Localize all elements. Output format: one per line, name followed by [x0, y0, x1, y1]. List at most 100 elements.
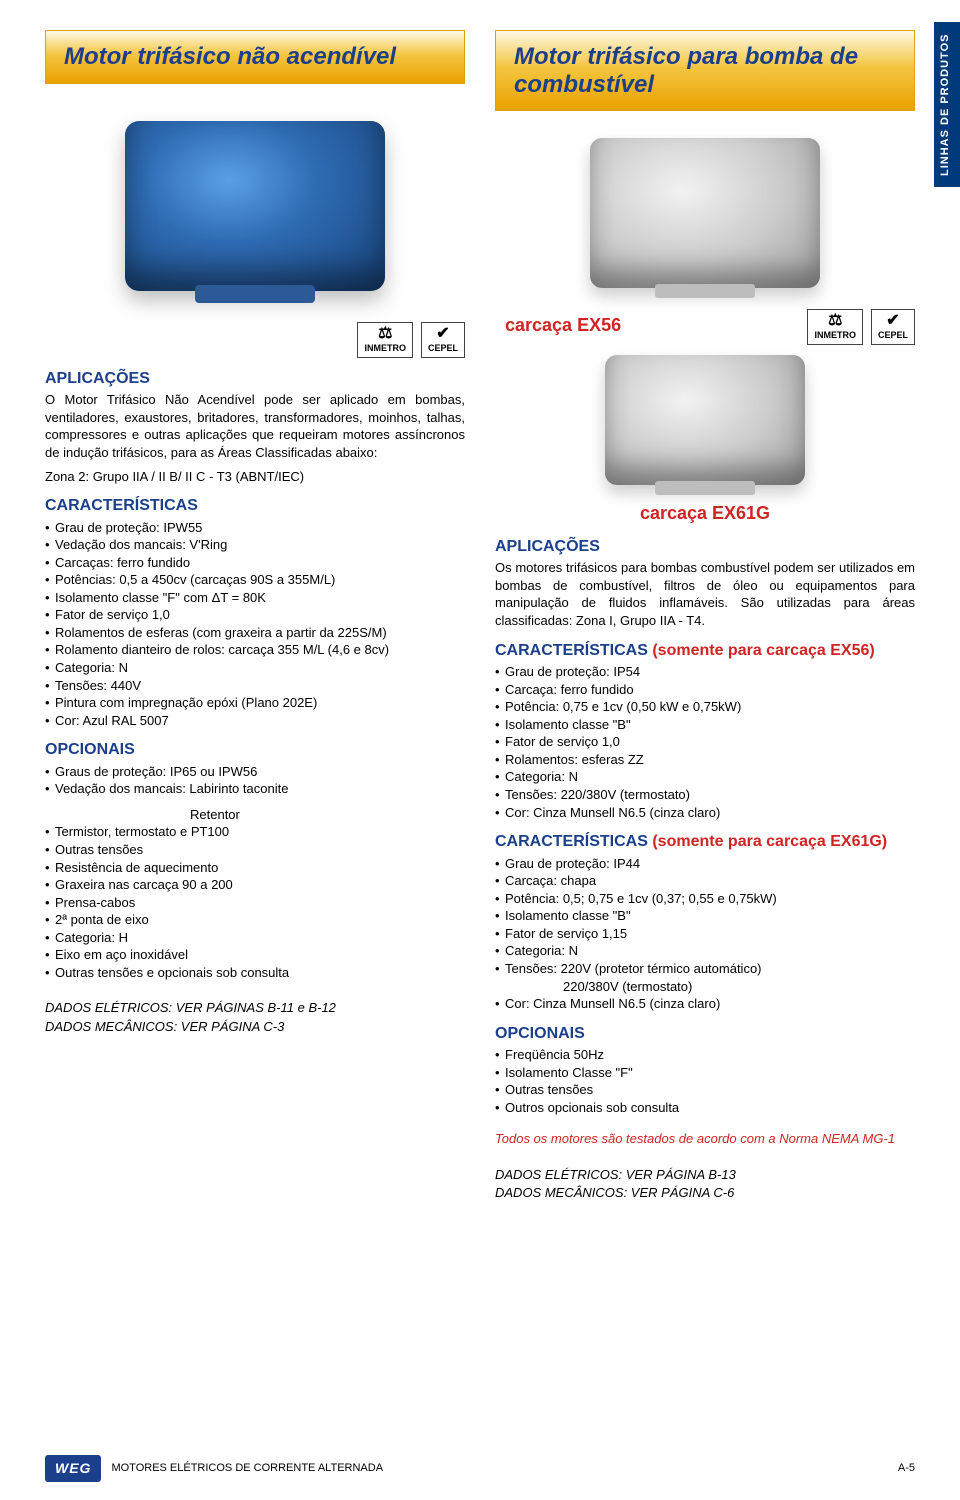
page-number: A-5 [898, 1461, 915, 1476]
list-item: Resistência de aquecimento [45, 859, 465, 877]
footer-left: WEG MOTORES ELÉTRICOS DE CORRENTE ALTERN… [45, 1455, 383, 1482]
blue-motor-graphic [125, 121, 385, 291]
inmetro-icon-r: ⚖ [828, 313, 842, 329]
right-column: Motor trifásico para bomba de combustíve… [495, 30, 915, 1202]
page-footer: WEG MOTORES ELÉTRICOS DE CORRENTE ALTERN… [45, 1455, 915, 1482]
carcaca-ex61g-label: carcaça EX61G [495, 501, 915, 525]
two-column-layout: Motor trifásico não acendível ⚖ INMETRO … [45, 30, 915, 1202]
right-carac61-indent: 220/380V (termostato) [495, 978, 915, 996]
list-item: Fator de serviço 1,0 [495, 733, 915, 751]
list-item: Potência: 0,5; 0,75 e 1cv (0,37; 0,55 e … [495, 890, 915, 908]
cepel-icon-r: ✔ [886, 313, 899, 329]
list-item: Pintura com impregnação epóxi (Plano 202… [45, 694, 465, 712]
list-item: Vedação dos mancais: Labirinto taconite [45, 780, 465, 798]
list-item: Isolamento classe "B" [495, 716, 915, 734]
left-aplic-zone: Zona 2: Grupo IIA / II B/ II C - T3 (ABN… [45, 468, 465, 486]
cepel-label: CEPEL [428, 342, 458, 354]
right-opc-heading: OPCIONAIS [495, 1023, 915, 1045]
page-content: Motor trifásico não acendível ⚖ INMETRO … [0, 0, 960, 1272]
left-opc-list-b: Termistor, termostato e PT100Outras tens… [45, 823, 465, 981]
left-opc-list-a: Graus de proteção: IP65 ou IPW56Vedação … [45, 763, 465, 798]
list-item: Graus de proteção: IP65 ou IPW56 [45, 763, 465, 781]
cepel-badge: ✔ CEPEL [421, 322, 465, 358]
list-item: Freqüência 50Hz [495, 1046, 915, 1064]
list-item: Rolamento dianteiro de rolos: carcaça 35… [45, 641, 465, 659]
left-product-image [45, 96, 465, 316]
list-item: Tensões: 440V [45, 677, 465, 695]
list-item: Carcaça: chapa [495, 872, 915, 890]
list-item: Categoria: N [495, 942, 915, 960]
carcaca-ex56-label: carcaça EX56 [505, 313, 621, 337]
list-item: Prensa-cabos [45, 894, 465, 912]
left-cert-row: ⚖ INMETRO ✔ CEPEL [45, 322, 465, 358]
list-item: Cor: Cinza Munsell N6.5 (cinza claro) [495, 804, 915, 822]
list-item: Potências: 0,5 a 450cv (carcaças 90S a 3… [45, 571, 465, 589]
list-item: Cor: Cinza Munsell N6.5 (cinza claro) [495, 995, 915, 1013]
list-item: Outras tensões [495, 1081, 915, 1099]
list-item: Grau de proteção: IP44 [495, 855, 915, 873]
right-aplic-heading: APLICAÇÕES [495, 536, 915, 558]
inmetro-label-r: INMETRO [814, 329, 856, 341]
list-item: Eixo em aço inoxidável [45, 946, 465, 964]
right-product-image-1 [495, 123, 915, 303]
grey-motor-graphic-2 [605, 355, 805, 485]
list-item: Isolamento classe "B" [495, 907, 915, 925]
left-data-ref: DADOS ELÉTRICOS: VER PÁGINAS B-11 e B-12… [45, 999, 465, 1035]
right-ref-mecanico: DADOS MECÂNICOS: VER PÁGINA C-6 [495, 1184, 915, 1202]
carac61-suffix: (somente para carcaça EX61G) [652, 833, 887, 850]
list-item: Outras tensões e opcionais sob consulta [45, 964, 465, 982]
list-item: Carcaça: ferro fundido [495, 681, 915, 699]
list-item: Outros opcionais sob consulta [495, 1099, 915, 1117]
list-item: Categoria: N [495, 768, 915, 786]
list-item: Categoria: N [45, 659, 465, 677]
carac56-h: CARACTERÍSTICAS [495, 642, 648, 659]
inmetro-label: INMETRO [364, 342, 406, 354]
right-title: Motor trifásico para bomba de combustíve… [495, 30, 915, 111]
nema-note: Todos os motores são testados de acordo … [495, 1130, 915, 1148]
cepel-label-r: CEPEL [878, 329, 908, 341]
left-aplic-text: O Motor Trifásico Não Acendível pode ser… [45, 391, 465, 461]
left-carac-list: Grau de proteção: IPW55Vedação dos manca… [45, 519, 465, 730]
left-column: Motor trifásico não acendível ⚖ INMETRO … [45, 30, 465, 1202]
right-carac56-list: Grau de proteção: IP54Carcaça: ferro fun… [495, 663, 915, 821]
list-item: Isolamento Classe "F" [495, 1064, 915, 1082]
right-carac61-heading: CARACTERÍSTICAS (somente para carcaça EX… [495, 831, 915, 853]
list-item: Outras tensões [45, 841, 465, 859]
left-ref-mecanico: DADOS MECÂNICOS: VER PÁGINA C-3 [45, 1018, 465, 1036]
weg-logo: WEG [45, 1455, 101, 1482]
list-item: Carcaças: ferro fundido [45, 554, 465, 572]
right-carac61-list: Grau de proteção: IP44Carcaça: chapaPotê… [495, 855, 915, 978]
left-aplic-heading: APLICAÇÕES [45, 368, 465, 390]
list-item: 2ª ponta de eixo [45, 911, 465, 929]
list-item: Rolamentos de esferas (com graxeira a pa… [45, 624, 465, 642]
carac61-h: CARACTERÍSTICAS [495, 833, 648, 850]
left-title: Motor trifásico não acendível [45, 30, 465, 84]
list-item: Grau de proteção: IPW55 [45, 519, 465, 537]
right-aplic-text: Os motores trifásicos para bombas combus… [495, 559, 915, 629]
list-item: Tensões: 220V (protetor térmico automáti… [495, 960, 915, 978]
list-item: Tensões: 220/380V (termostato) [495, 786, 915, 804]
list-item: Grau de proteção: IP54 [495, 663, 915, 681]
left-opc-indent: Retentor [45, 806, 465, 824]
list-item: Isolamento classe "F" com ΔT = 80K [45, 589, 465, 607]
right-cert-row: ⚖ INMETRO ✔ CEPEL [807, 309, 915, 345]
grey-motor-graphic-1 [590, 138, 820, 288]
list-item: Categoria: H [45, 929, 465, 947]
right-carac61-list-b: Cor: Cinza Munsell N6.5 (cinza claro) [495, 995, 915, 1013]
right-carac56-heading: CARACTERÍSTICAS (somente para carcaça EX… [495, 640, 915, 662]
list-item: Graxeira nas carcaça 90 a 200 [45, 876, 465, 894]
right-product-image-2 [495, 345, 915, 495]
inmetro-badge: ⚖ INMETRO [357, 322, 413, 358]
cepel-badge-r: ✔ CEPEL [871, 309, 915, 345]
left-opc-heading: OPCIONAIS [45, 739, 465, 761]
carac56-suffix: (somente para carcaça EX56) [652, 642, 874, 659]
right-opc-list: Freqüência 50HzIsolamento Classe "F"Outr… [495, 1046, 915, 1116]
list-item: Vedação dos mancais: V'Ring [45, 536, 465, 554]
inmetro-icon: ⚖ [378, 326, 392, 342]
right-ref-eletrico: DADOS ELÉTRICOS: VER PÁGINA B-13 [495, 1166, 915, 1184]
list-item: Fator de serviço 1,15 [495, 925, 915, 943]
inmetro-badge-r: ⚖ INMETRO [807, 309, 863, 345]
footer-text: MOTORES ELÉTRICOS DE CORRENTE ALTERNADA [111, 1461, 383, 1476]
list-item: Cor: Azul RAL 5007 [45, 712, 465, 730]
cepel-icon: ✔ [436, 326, 449, 342]
